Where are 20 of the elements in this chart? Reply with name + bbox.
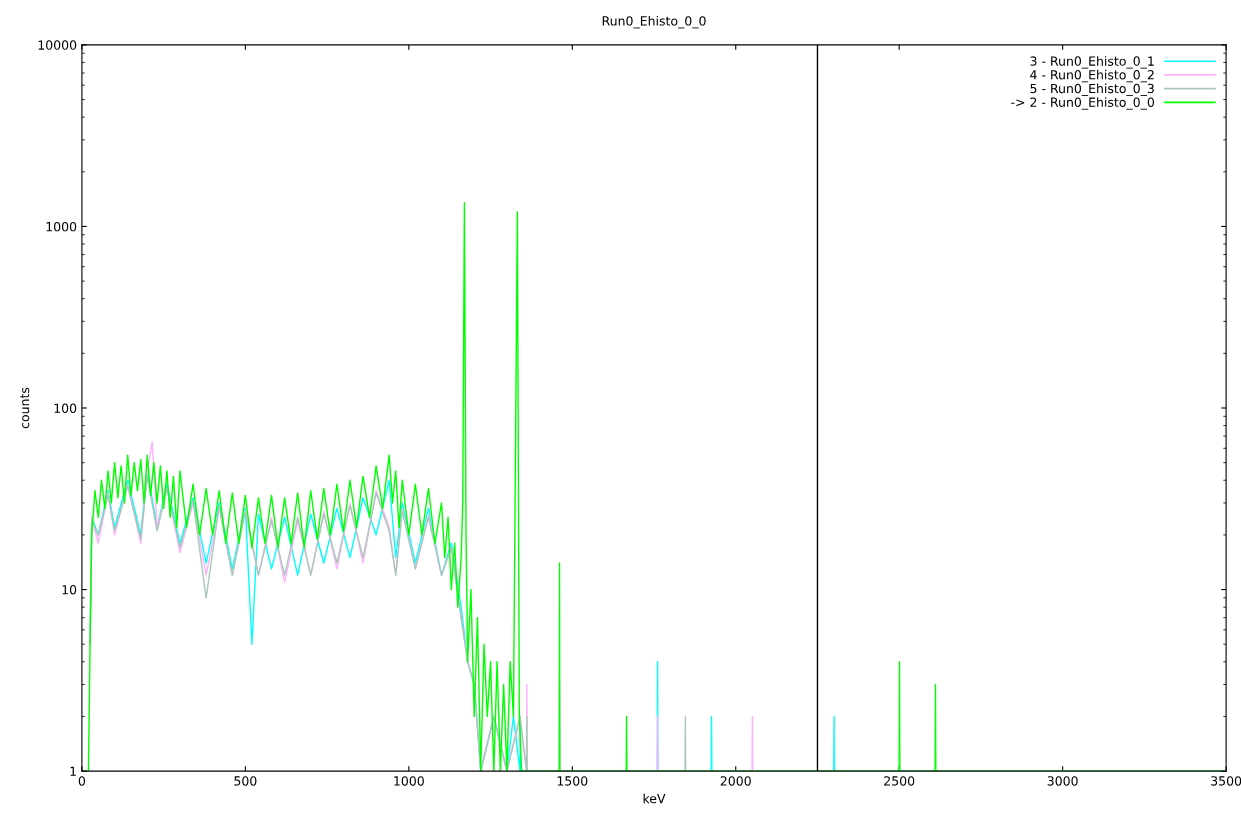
y-tick-label: 1000	[46, 221, 77, 232]
x-tick-label: 3500	[1211, 776, 1241, 786]
y-tick-label: 1	[70, 766, 76, 776]
chart-title: Run0_Ehisto_0_0	[602, 15, 706, 29]
x-tick-label: 2000	[720, 776, 751, 786]
x-tick-label: 3000	[1047, 776, 1078, 786]
x-tick-label: 1000	[394, 776, 424, 786]
x-axis-title: keV	[643, 793, 666, 804]
x-tick-label: 1500	[557, 776, 588, 786]
x-tick-label: 2500	[884, 776, 915, 786]
legend-label: 3 - Run0_Ehisto_0_1	[1030, 56, 1154, 69]
legend-label: 4 - Run0_Ehisto_0_2	[1030, 69, 1154, 83]
y-tick-label: 10	[62, 585, 77, 595]
y-tick-label: 10000	[38, 40, 77, 50]
y-axis-title: counts	[20, 387, 30, 429]
legend-label: -> 2 - Run0_Ehisto_0_0	[1011, 97, 1155, 110]
x-tick-label: 0	[78, 776, 86, 786]
y-tick-label: 100	[54, 403, 77, 413]
x-tick-label: 500	[234, 776, 257, 786]
legend-label: 5 - Run0_Ehisto_0_3	[1030, 83, 1154, 96]
